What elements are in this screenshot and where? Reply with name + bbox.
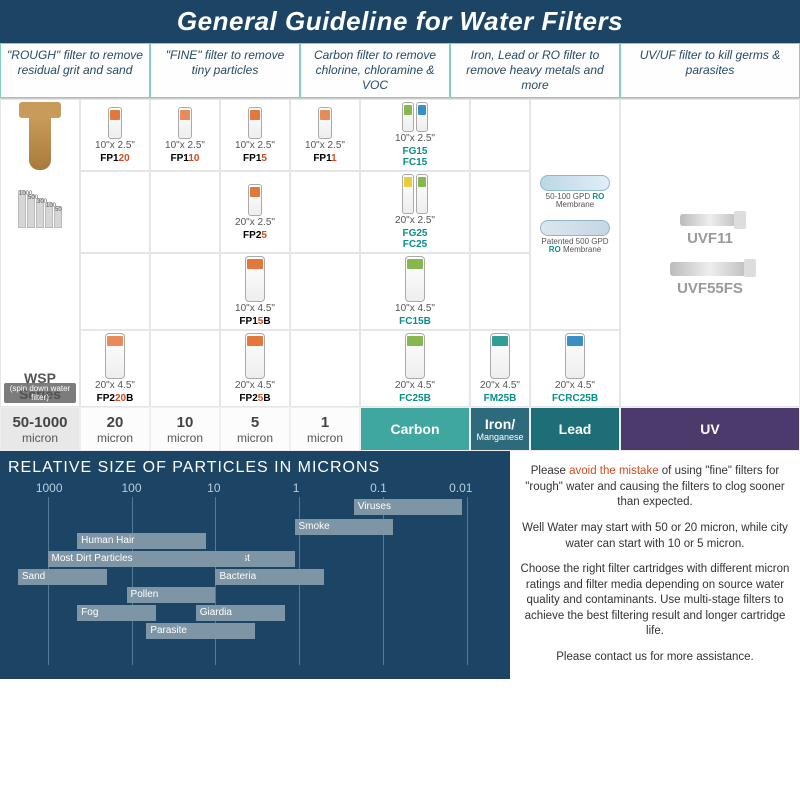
filter-cell: 10"x 2.5"FP11: [290, 99, 360, 171]
advice-text: Please contact us for more assistance.: [520, 650, 790, 666]
particle-bar: Bacteria: [215, 569, 324, 585]
particle-bar: Parasite: [146, 623, 255, 639]
filter-cell: [150, 171, 220, 253]
category-label: UV: [620, 407, 800, 451]
filter-cell: 10"x 4.5"FC15B: [360, 253, 470, 330]
filter-cell: [470, 99, 530, 171]
bottom-section: RELATIVE SIZE OF PARTICLES IN MICRONS 10…: [0, 451, 800, 679]
filter-cell: 10"x 2.5"FG15 FC15: [360, 99, 470, 171]
filter-cell: 20"x 2.5"FG25 FC25: [360, 171, 470, 253]
particle-bar: Giardia: [196, 605, 285, 621]
filter-cell: 100050030010050(spin down water filter)W…: [0, 99, 80, 407]
filter-cell: [80, 171, 150, 253]
advice-text: Choose the right filter cartridges with …: [520, 562, 790, 640]
filter-cell: 20"x 4.5"FP220B: [80, 330, 150, 407]
filter-cell: [150, 253, 220, 330]
particle-chart: RELATIVE SIZE OF PARTICLES IN MICRONS 10…: [0, 451, 510, 679]
filter-cell: 20"x 4.5"FCRC25B: [530, 330, 620, 407]
advice-text: Please avoid the mistake of using "fine"…: [520, 464, 790, 511]
header-uv: UV/UF filter to kill germs & parasites: [620, 43, 800, 98]
filter-cell: [470, 253, 530, 330]
particle-bar: Human Hair: [77, 533, 205, 549]
filter-cell: 50-100 GPD RO MembranePatented 500 GPDRO…: [530, 99, 620, 330]
chart-plot: VirusesSmokeHuman HairDustMost Dirt Part…: [8, 497, 502, 665]
category-label: Lead: [530, 407, 620, 451]
header-row: "ROUGH" filter to remove residual grit a…: [0, 43, 800, 98]
micron-label: 50-1000micron: [0, 407, 80, 451]
header-iron: Iron, Lead or RO filter to remove heavy …: [450, 43, 620, 98]
filter-cell: 20"x 4.5"FP25B: [220, 330, 290, 407]
particle-bar: Most Dirt Particles: [48, 551, 246, 567]
filter-cell: [290, 171, 360, 253]
category-label: Iron/Manganese: [470, 407, 530, 451]
filter-cell: 20"x 4.5"FC25B: [360, 330, 470, 407]
particle-bar: Smoke: [295, 519, 394, 535]
filter-cell: 10"x 2.5"FP120: [80, 99, 150, 171]
particle-bar: Sand: [18, 569, 107, 585]
filter-cell: [80, 253, 150, 330]
filter-cell: UVF11UVF55FS: [620, 99, 800, 407]
particle-bar: Pollen: [127, 587, 216, 603]
filter-cell: 20"x 4.5"FM25B: [470, 330, 530, 407]
micron-label: 20micron: [80, 407, 150, 451]
page-title: General Guideline for Water Filters: [0, 0, 800, 43]
filter-cell: 10"x 2.5"FP110: [150, 99, 220, 171]
header-fine: "FINE" filter to remove tiny particles: [150, 43, 300, 98]
filter-cell: [470, 171, 530, 253]
header-rough: "ROUGH" filter to remove residual grit a…: [0, 43, 150, 98]
filter-cell: 20"x 2.5"FP25: [220, 171, 290, 253]
micron-label: 10micron: [150, 407, 220, 451]
filter-grid: 100050030010050(spin down water filter)W…: [0, 98, 800, 407]
particle-bar: Fog: [77, 605, 156, 621]
advice-panel: Please avoid the mistake of using "fine"…: [510, 451, 800, 679]
chart-title: RELATIVE SIZE OF PARTICLES IN MICRONS: [8, 459, 502, 477]
micron-label: 1micron: [290, 407, 360, 451]
filter-cell: 10"x 2.5"FP15: [220, 99, 290, 171]
advice-text: Well Water may start with 50 or 20 micro…: [520, 521, 790, 552]
filter-cell: [290, 253, 360, 330]
category-label: Carbon: [360, 407, 470, 451]
filter-cell: [290, 330, 360, 407]
header-carbon: Carbon filter to remove chlorine, chlora…: [300, 43, 450, 98]
filter-cell: 10"x 4.5"FP15B: [220, 253, 290, 330]
chart-axis: 10001001010.10.01: [8, 481, 502, 495]
footer-strip: 50-1000micron20micron10micron5micron1mic…: [0, 407, 800, 451]
micron-label: 5micron: [220, 407, 290, 451]
filter-cell: [150, 330, 220, 407]
particle-bar: Viruses: [354, 499, 463, 515]
